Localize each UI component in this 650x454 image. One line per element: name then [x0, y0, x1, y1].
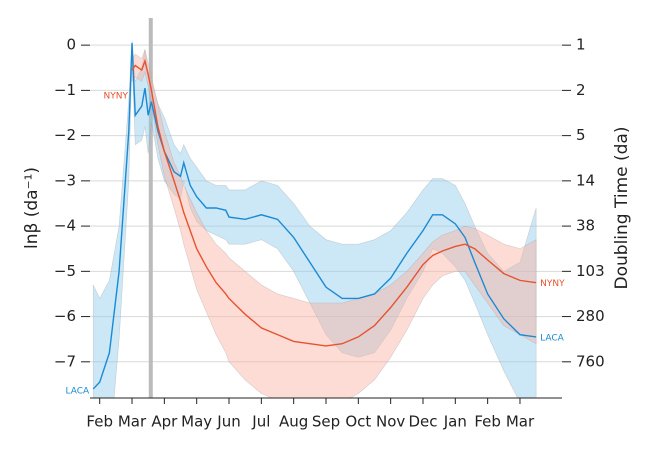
x-tick-label: Sep	[312, 413, 340, 431]
x-tick-label: May	[181, 413, 212, 431]
x-tick-label: Aug	[279, 413, 308, 431]
x-tick-label: Oct	[345, 413, 371, 431]
confidence-band	[131, 48, 537, 398]
y-tick-label: −2	[54, 126, 76, 144]
y-tick-label: −5	[54, 262, 76, 280]
x-tick-label: Jun	[216, 413, 240, 431]
y2-tick-label: 14	[576, 171, 595, 189]
series-label-start: NYNY	[104, 92, 129, 102]
x-tick-label: Feb	[86, 413, 113, 431]
y-tick-label: −3	[54, 171, 76, 189]
x-tick-label: Jul	[251, 413, 270, 431]
y2-tick-label: 38	[576, 217, 595, 235]
series-label-end: LACA	[540, 333, 565, 343]
y-tick-label: −1	[54, 81, 76, 99]
bands	[92, 40, 537, 398]
x-tick-label: Mar	[118, 413, 147, 431]
series-line	[131, 58, 537, 347]
y2-axis-label: Doubling Time (da)	[612, 127, 632, 290]
x-tick-label: Apr	[151, 413, 178, 431]
x-tick-label: Mar	[506, 413, 535, 431]
x-tick-label: Feb	[474, 413, 501, 431]
y-axis-label: lnβ (da⁻¹)	[22, 167, 42, 249]
y2-tick-label: 5	[576, 126, 586, 144]
y2-tick-label: 280	[576, 307, 605, 325]
series-line	[92, 42, 537, 390]
y2-tick-label: 2	[576, 81, 586, 99]
grid	[90, 18, 562, 398]
x-tick-label: Dec	[408, 413, 437, 431]
series-label-end: NYNY	[540, 279, 565, 289]
lines	[92, 42, 537, 390]
y2-tick-label: 760	[576, 352, 605, 370]
y-tick-label: −7	[54, 352, 76, 370]
y2-tick-label: 1	[576, 36, 586, 54]
series-label-start: LACA	[66, 386, 91, 396]
y-tick-label: −4	[54, 217, 76, 235]
x-tick-label: Nov	[376, 413, 405, 431]
confidence-band	[92, 40, 537, 398]
y2-tick-label: 103	[576, 262, 605, 280]
y-tick-label: −6	[54, 307, 76, 325]
event-line	[148, 18, 153, 398]
x-tick-label: Jan	[443, 413, 467, 431]
y-tick-label: 0	[66, 36, 76, 54]
